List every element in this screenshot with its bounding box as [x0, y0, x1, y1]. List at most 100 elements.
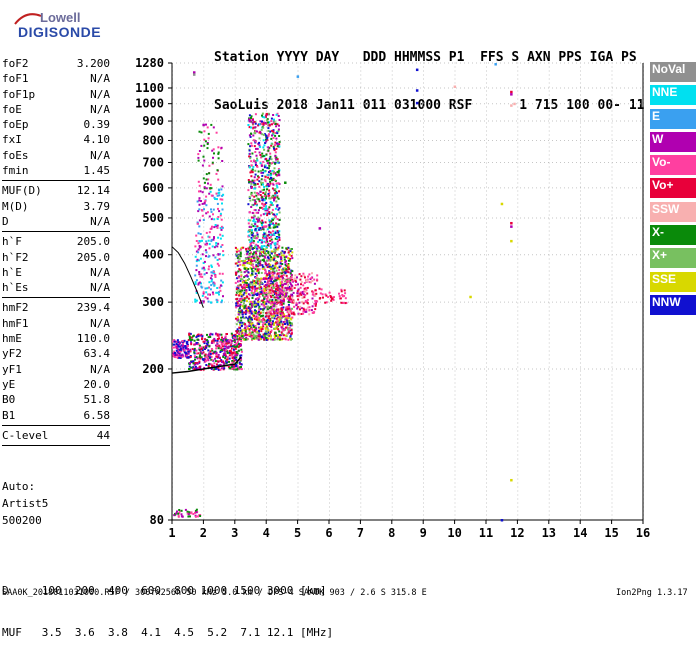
- echo-point: [243, 286, 246, 289]
- echo-point: [276, 254, 279, 256]
- echo-point: [248, 252, 251, 255]
- echo-point: [276, 312, 279, 315]
- echo-point: [238, 268, 241, 271]
- echo-point: [215, 367, 218, 370]
- echo-point: [292, 301, 295, 304]
- echo-point: [256, 165, 259, 168]
- echo-point: [252, 139, 255, 142]
- echo-point: [255, 218, 258, 221]
- echo-point: [203, 342, 206, 345]
- echo-point: [256, 259, 259, 261]
- echo-point: [181, 353, 184, 356]
- echo-point: [255, 318, 258, 321]
- echo-point: [211, 352, 214, 355]
- echo-point: [221, 198, 224, 201]
- echo-point: [513, 102, 516, 106]
- echo-point: [294, 274, 297, 277]
- echo-point: [247, 286, 250, 289]
- echo-point: [231, 335, 234, 338]
- echo-point: [256, 247, 259, 250]
- echo-point: [192, 366, 195, 369]
- echo-point: [261, 120, 263, 123]
- echo-point: [274, 224, 277, 227]
- echo-point: [289, 257, 292, 260]
- echo-point: [281, 293, 284, 296]
- echo-point: [262, 123, 265, 126]
- echo-point: [216, 344, 219, 347]
- echo-point: [237, 346, 240, 349]
- echo-point: [256, 274, 258, 277]
- echo-point: [256, 157, 258, 160]
- echo-point: [248, 114, 251, 117]
- echo-point: [257, 302, 260, 305]
- echo-point: [204, 243, 207, 246]
- echo-point: [284, 308, 287, 311]
- echo-point: [217, 192, 220, 195]
- echo-point: [210, 356, 213, 358]
- echo-point: [189, 332, 192, 335]
- echo-point: [206, 343, 209, 346]
- echo-point: [288, 319, 291, 322]
- echo-point: [272, 324, 275, 326]
- echo-point: [252, 324, 255, 327]
- echo-point: [277, 143, 280, 146]
- echo-point: [236, 342, 238, 345]
- echo-point: [276, 123, 279, 126]
- echo-point: [173, 346, 176, 349]
- echo-point: [293, 278, 296, 281]
- echo-point: [198, 273, 201, 276]
- echo-point: [309, 278, 312, 281]
- echo-point: [224, 335, 227, 338]
- echo-point: [195, 250, 198, 253]
- echo-point: [275, 190, 278, 193]
- echo-point: [213, 272, 216, 275]
- echo-point: [266, 209, 269, 212]
- echo-point: [253, 120, 256, 123]
- echo-point: [338, 292, 340, 295]
- echo-point: [274, 172, 277, 175]
- echo-point: [265, 286, 267, 289]
- echo-point: [248, 328, 251, 331]
- echo-point: [177, 341, 180, 344]
- param-key: yE: [2, 377, 16, 391]
- echo-point: [219, 214, 222, 217]
- echo-point: [290, 338, 292, 341]
- echo-point: [232, 351, 235, 354]
- echo-point: [266, 300, 269, 303]
- echo-point: [261, 299, 264, 302]
- echo-point: [229, 349, 232, 352]
- echo-point: [222, 338, 225, 340]
- echo-point: [217, 347, 220, 350]
- echo-point: [190, 343, 193, 346]
- echo-point: [259, 253, 262, 256]
- echo-point: [259, 190, 262, 193]
- echo-point: [296, 290, 299, 293]
- echo-point: [279, 301, 282, 304]
- echo-point: [275, 137, 278, 140]
- echo-point: [254, 285, 256, 288]
- echo-point: [175, 344, 178, 347]
- echo-point: [249, 266, 252, 269]
- echo-point: [283, 315, 285, 318]
- echo-point: [281, 332, 284, 335]
- echo-point: [217, 146, 220, 149]
- echo-point: [177, 344, 180, 346]
- echo-point: [277, 334, 280, 337]
- echo-point: [271, 308, 274, 311]
- echo-point: [300, 283, 302, 286]
- echo-point: [203, 340, 206, 343]
- echo-point: [173, 340, 176, 343]
- echo-point: [258, 305, 261, 308]
- param-key: B1: [2, 408, 16, 422]
- echo-point: [279, 262, 282, 265]
- echo-point: [238, 257, 241, 260]
- echo-point: [267, 167, 270, 170]
- echo-point: [281, 313, 284, 316]
- echo-point: [268, 157, 271, 160]
- echo-point: [308, 273, 311, 276]
- echo-point: [211, 225, 213, 228]
- echo-point: [280, 272, 283, 275]
- echo-point: [239, 321, 242, 324]
- echo-point: [240, 363, 243, 366]
- echo-point: [252, 313, 255, 316]
